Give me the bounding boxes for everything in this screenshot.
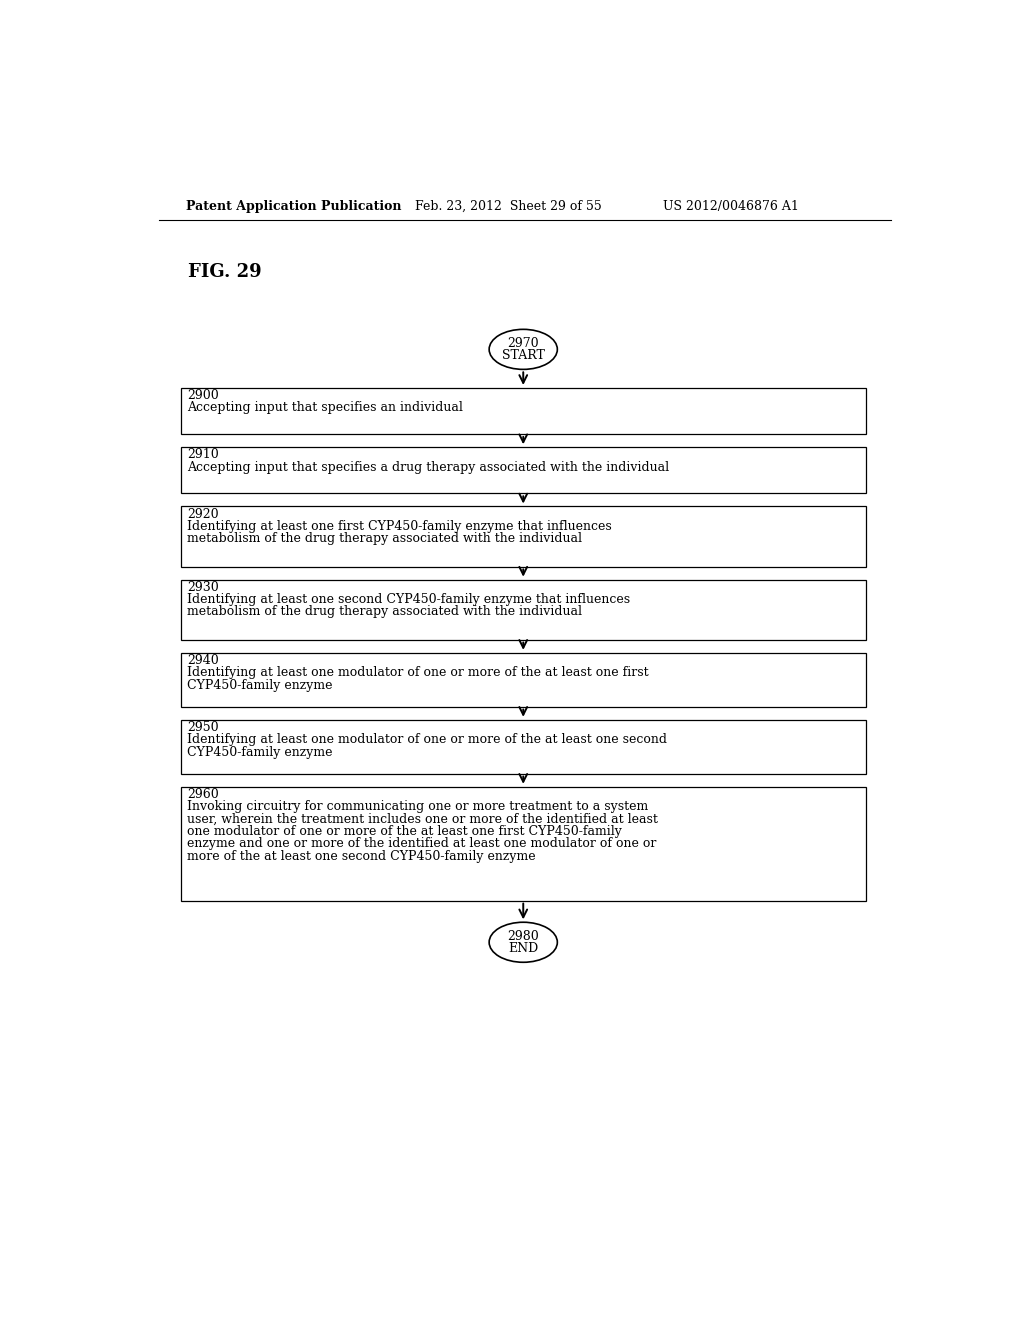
Text: Identifying at least one second CYP450-family enzyme that influences: Identifying at least one second CYP450-f…	[187, 593, 630, 606]
Bar	[180, 447, 866, 494]
Text: metabolism of the drug therapy associated with the individual: metabolism of the drug therapy associate…	[187, 532, 582, 545]
Text: 2960: 2960	[187, 788, 219, 801]
Text: END: END	[508, 942, 539, 954]
Text: US 2012/0046876 A1: US 2012/0046876 A1	[663, 199, 799, 213]
Text: Feb. 23, 2012  Sheet 29 of 55: Feb. 23, 2012 Sheet 29 of 55	[415, 199, 601, 213]
Text: 2940: 2940	[187, 653, 219, 667]
Text: user, wherein the treatment includes one or more of the identified at least: user, wherein the treatment includes one…	[187, 813, 657, 825]
Bar	[180, 507, 866, 566]
Text: 2920: 2920	[187, 508, 218, 520]
Text: 2970: 2970	[508, 337, 539, 350]
Text: CYP450-family enzyme: CYP450-family enzyme	[187, 678, 333, 692]
Text: Identifying at least one first CYP450-family enzyme that influences: Identifying at least one first CYP450-fa…	[187, 520, 611, 533]
Text: START: START	[502, 348, 545, 362]
Bar	[180, 653, 866, 706]
Text: enzyme and one or more of the identified at least one modulator of one or: enzyme and one or more of the identified…	[187, 837, 656, 850]
Text: one modulator of one or more of the at least one first CYP450-family: one modulator of one or more of the at l…	[187, 825, 622, 838]
Text: FIG. 29: FIG. 29	[188, 264, 262, 281]
Text: more of the at least one second CYP450-family enzyme: more of the at least one second CYP450-f…	[187, 850, 536, 862]
Bar	[180, 719, 866, 774]
Text: 2980: 2980	[507, 929, 539, 942]
Bar	[180, 388, 866, 434]
Bar	[180, 579, 866, 640]
Text: 2900: 2900	[187, 389, 219, 403]
Text: 2930: 2930	[187, 581, 219, 594]
Text: Accepting input that specifies an individual: Accepting input that specifies an indivi…	[187, 401, 463, 414]
Text: Identifying at least one modulator of one or more of the at least one second: Identifying at least one modulator of on…	[187, 733, 667, 746]
Text: 2950: 2950	[187, 721, 218, 734]
Text: CYP450-family enzyme: CYP450-family enzyme	[187, 746, 333, 759]
Text: Patent Application Publication: Patent Application Publication	[186, 199, 401, 213]
Text: metabolism of the drug therapy associated with the individual: metabolism of the drug therapy associate…	[187, 606, 582, 619]
Text: 2910: 2910	[187, 449, 219, 462]
Text: Invoking circuitry for communicating one or more treatment to a system: Invoking circuitry for communicating one…	[187, 800, 648, 813]
Text: Accepting input that specifies a drug therapy associated with the individual: Accepting input that specifies a drug th…	[187, 461, 669, 474]
Bar	[180, 787, 866, 900]
Text: Identifying at least one modulator of one or more of the at least one first: Identifying at least one modulator of on…	[187, 667, 648, 680]
